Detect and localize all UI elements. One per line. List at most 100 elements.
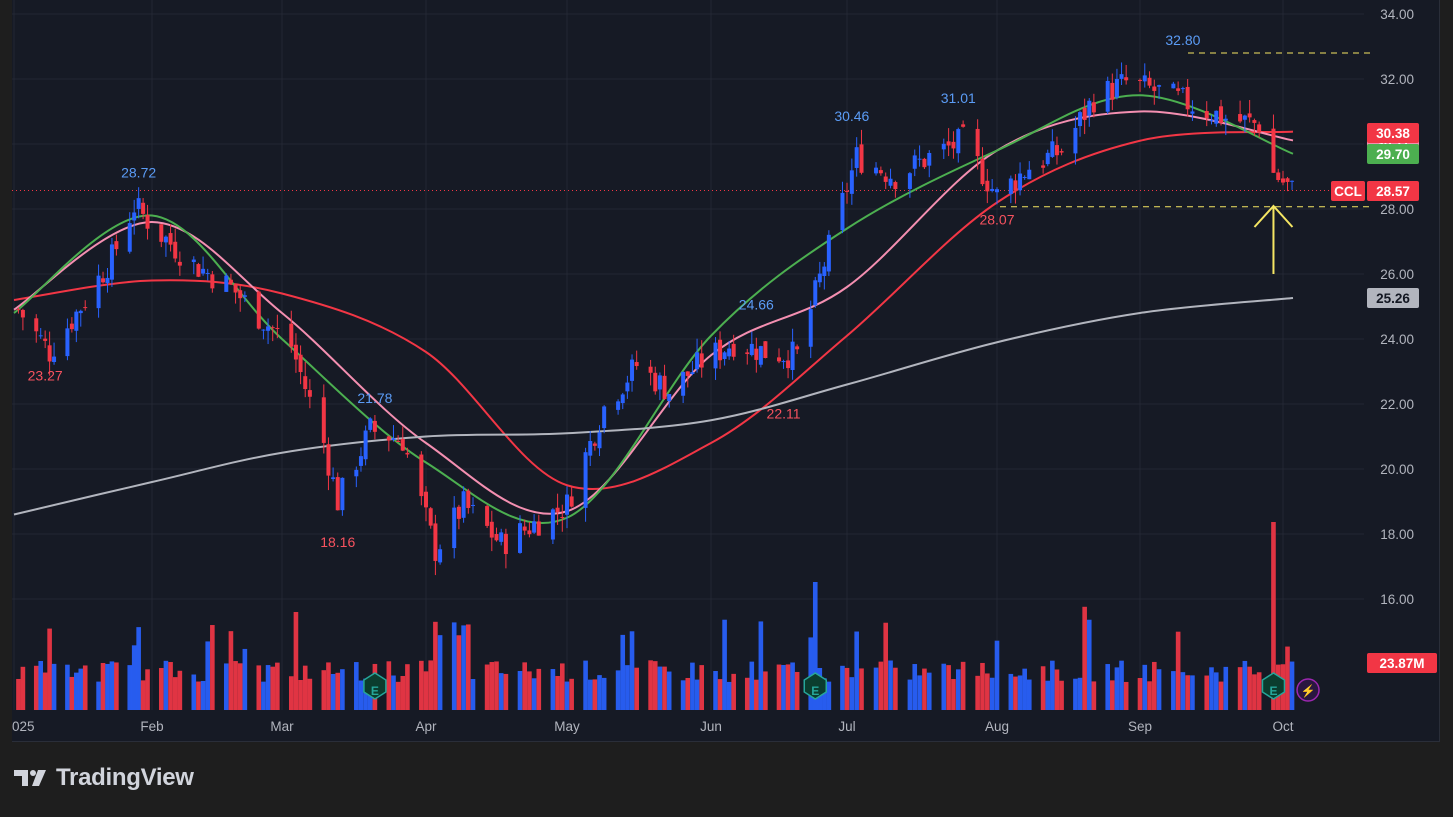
dividend-icon[interactable]: ⚡ [1296,678,1320,702]
candle-body [1008,178,1013,195]
volume-bar [200,680,206,710]
volume-bar [717,679,723,710]
candle-body [1257,124,1262,133]
earnings-icon[interactable]: E [363,672,387,700]
candle-body [372,420,377,432]
candle-body [560,516,565,518]
volume-bar [158,668,164,710]
event-label: E [371,684,379,698]
candle-body [961,124,966,127]
volume-bar [114,662,119,710]
candle-body [927,152,932,166]
volume-bar [242,648,248,710]
volume-bar [386,661,392,710]
candle-body [114,241,119,250]
candle-body [1078,112,1083,127]
candle-body [1204,111,1209,119]
volume-bar [922,668,927,710]
candle-body [461,491,466,518]
volume-bar [1190,675,1195,710]
volume-bar [428,660,433,710]
candle-body [354,469,359,477]
volume-bar [597,675,602,710]
candle-body [331,477,336,479]
volume-bar [785,664,791,710]
earnings-badge [363,672,387,700]
candle-body [177,261,182,266]
candle-body [550,509,555,540]
candle-body [298,354,303,373]
candle-body [1091,102,1096,113]
candle-body [565,494,569,515]
volume-bar [531,678,537,710]
candle-body [1276,172,1281,180]
candle-body [946,141,951,146]
volume-bar [1152,661,1157,710]
volume-bar [1204,675,1210,710]
price-annotation: 31.01 [941,90,976,106]
volume-bar [699,665,705,710]
price-badge: 25.26 [1367,288,1419,308]
volume-bar [763,671,768,710]
candle-body [132,212,137,221]
volume-bar [265,665,271,710]
volume-bar [1271,522,1276,710]
candle-body [888,178,893,186]
earnings-badge [803,672,828,700]
ma-line [13,297,1294,516]
volume-bar [451,622,457,710]
candle-body [657,375,662,390]
volume-bar [960,661,966,710]
price-annotation: 18.16 [320,534,355,550]
volume-bar [326,662,331,710]
volume-bar [498,673,504,710]
volume-bar [96,681,101,710]
volume-bar [657,666,663,710]
volume-bar [1040,666,1046,710]
candle-body [293,344,298,360]
price-badge-value: 29.70 [1376,147,1410,162]
volume-bar [47,628,52,710]
time-axis[interactable]: 025 Feb Mar Apr May Jun Jul Aug Sep Oct [12,719,1294,734]
candle-body [256,291,261,329]
candle-body [433,523,438,561]
candle-body [358,456,363,466]
candle-body [105,277,110,284]
volume-bar [680,680,686,710]
tradingview-logo[interactable]: TradingView [14,764,194,792]
candle-body [648,366,653,373]
candle-body [173,241,178,259]
earnings-icon[interactable]: E [803,672,828,700]
volume-bar [82,665,88,710]
candle-body [990,188,995,191]
candle-body [975,128,980,157]
earnings-badge [1261,672,1286,700]
volume-bar [907,679,913,710]
volume-bar [307,678,313,710]
candle-body [1219,106,1224,123]
candle-body [1041,165,1046,168]
ma-line [13,130,1294,491]
candle-body [1214,110,1219,124]
candle-body [386,436,391,441]
chart-pane[interactable]: 23.27 28.72 21.78 18.16 24.66 22.11 30.46 31.01… [12,0,1440,742]
price-tick-label: 34.00 [1380,7,1414,22]
volume-bar [758,621,764,710]
price-tick-label: 32.00 [1380,72,1414,87]
time-tick-label: Mar [270,719,294,734]
volume-bar [330,673,336,710]
candle-body [52,356,57,363]
price-chart[interactable]: 23.27 28.72 21.78 18.16 24.66 22.11 30.46 31.01… [12,0,1440,742]
volume-bar [423,671,429,710]
volume-bar [989,677,995,710]
volume-bar [1045,680,1051,710]
volume-bar [844,667,850,710]
volume-bar [1285,646,1290,710]
grid-lines [12,0,1364,710]
candle-body [922,158,927,168]
volume-bar [145,669,150,710]
candle-body [813,280,818,306]
earnings-icon[interactable]: E [1261,672,1286,700]
price-badge-bg [1367,144,1419,164]
volume-bar [288,676,294,710]
